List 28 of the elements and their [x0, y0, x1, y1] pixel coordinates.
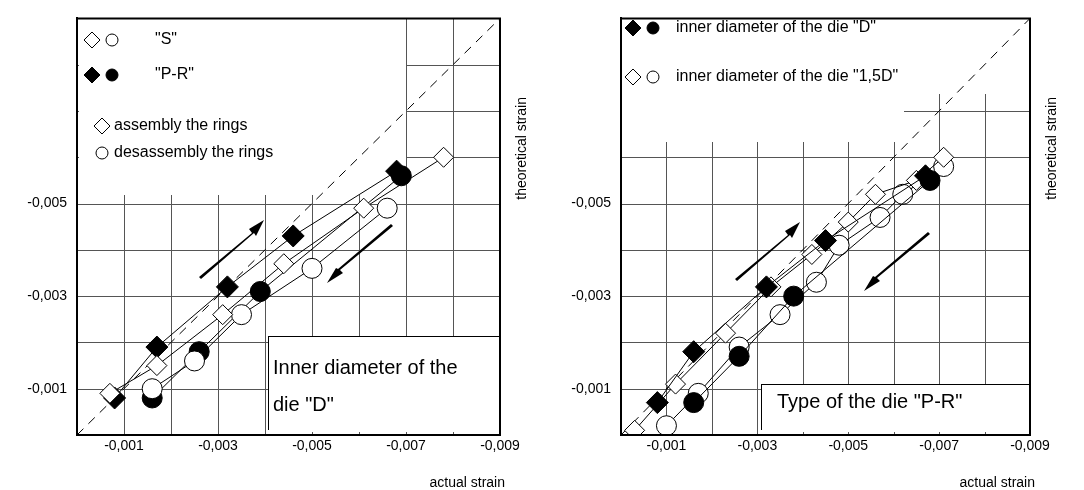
annotation: Inner diameter of the die "D": [273, 355, 459, 417]
annotation: inner diameter of the die "1,5D": [676, 67, 899, 85]
annotation: "S": [155, 30, 178, 48]
y-axis-title: theoretical strain: [512, 97, 529, 200]
y-tick-label: -0,001: [571, 379, 612, 396]
x-tick-label: -0,007: [919, 437, 960, 454]
x-tick-label: -0,005: [292, 437, 333, 454]
x-tick-label: -0,009: [480, 437, 521, 454]
y-tick-label: -0,003: [571, 286, 612, 303]
x-tick-label: -0,005: [828, 437, 869, 454]
x-tick-label: -0,001: [646, 437, 687, 454]
y-axis-title: theoretical strain: [1042, 97, 1059, 200]
x-tick-label: -0,009: [1010, 437, 1051, 454]
x-tick-label: -0,003: [198, 437, 239, 454]
x-tick-label: -0,007: [386, 437, 427, 454]
y-tick-label: -0,005: [571, 194, 612, 211]
annotation: assembly the rings: [114, 116, 248, 134]
x-tick-label: -0,003: [737, 437, 778, 454]
x-axis-title: actual strain: [429, 473, 505, 490]
annotation: desassembly the rings: [114, 143, 274, 161]
y-tick-label: -0,003: [27, 286, 68, 303]
annotation: inner diameter of the die "D": [676, 18, 876, 36]
x-tick-label: -0,001: [104, 437, 145, 454]
annotation: "P-R": [155, 65, 194, 83]
x-axis-title: actual strain: [959, 473, 1035, 490]
y-tick-label: -0,001: [27, 379, 68, 396]
annotation: Type of the die "P-R": [777, 389, 964, 413]
y-tick-label: -0,005: [27, 194, 68, 211]
